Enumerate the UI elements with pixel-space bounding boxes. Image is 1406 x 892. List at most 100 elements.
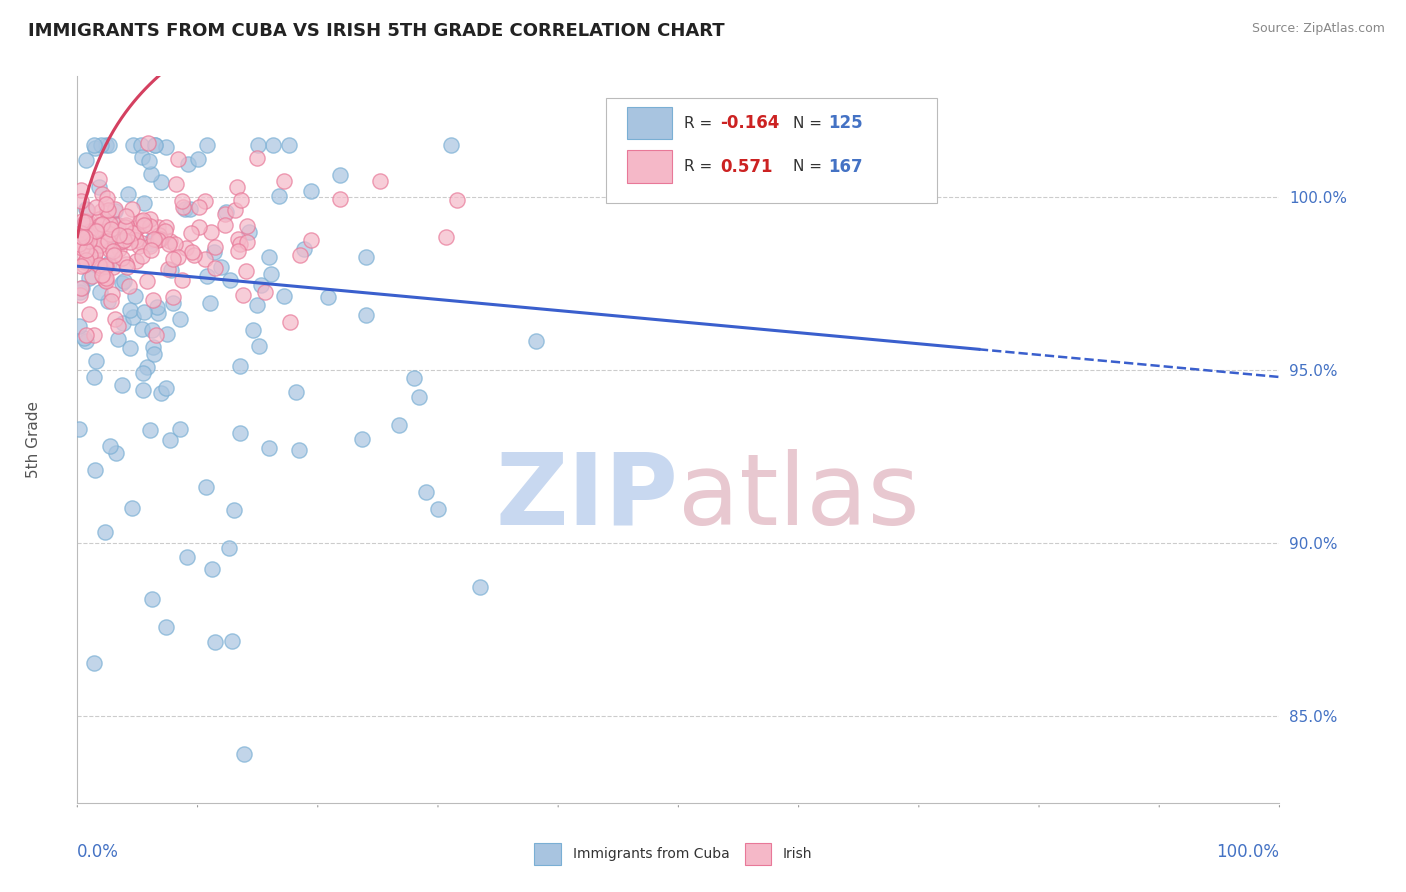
Point (107, 228, 129, 243)
Point (120, 303, 142, 318)
Point (165, 177, 187, 191)
Point (167, 250, 190, 264)
Point (96, 138, 118, 153)
Point (134, 305, 156, 319)
Point (195, 480, 218, 494)
Text: 125: 125 (828, 114, 863, 132)
Point (107, 218, 129, 232)
Point (76, 202, 98, 217)
Point (67, 319, 90, 334)
Point (128, 239, 150, 253)
Point (76, 328, 98, 343)
Point (87, 179, 110, 194)
Point (69, 285, 91, 300)
Point (176, 157, 198, 171)
Text: ZIP: ZIP (495, 449, 679, 546)
Point (114, 219, 136, 234)
Point (73, 331, 96, 345)
Point (146, 219, 169, 234)
Point (115, 257, 138, 271)
Point (127, 220, 149, 235)
Text: Source: ZipAtlas.com: Source: ZipAtlas.com (1251, 22, 1385, 36)
Point (134, 217, 156, 231)
Point (124, 224, 146, 238)
Point (235, 264, 257, 278)
Point (388, 417, 411, 432)
Point (105, 446, 128, 460)
Text: 0.0%: 0.0% (77, 843, 120, 861)
Point (70, 251, 93, 265)
Point (195, 138, 218, 153)
Point (98, 243, 121, 257)
Point (115, 228, 138, 243)
Point (221, 634, 243, 648)
Point (204, 260, 226, 275)
Text: 5th Grade: 5th Grade (27, 401, 41, 478)
Point (209, 260, 232, 275)
Point (77, 228, 100, 243)
Point (90, 217, 112, 231)
Point (90, 268, 112, 282)
Point (167, 152, 190, 166)
Point (91, 186, 114, 201)
Point (260, 267, 283, 281)
Point (112, 233, 135, 247)
Point (180, 245, 202, 260)
Point (155, 140, 177, 154)
Point (172, 273, 194, 287)
Point (82, 244, 104, 258)
Point (73, 227, 96, 241)
Point (83, 245, 105, 260)
Point (139, 219, 162, 233)
Point (84, 256, 107, 270)
Point (93, 235, 115, 249)
Point (90, 261, 112, 276)
Point (77, 215, 100, 229)
Point (84, 463, 107, 477)
Text: N =: N = (793, 116, 827, 130)
Point (162, 252, 184, 267)
Point (138, 236, 160, 251)
Point (79, 224, 101, 238)
Point (278, 138, 301, 153)
Point (135, 274, 157, 288)
Point (141, 323, 163, 337)
Point (94, 272, 117, 286)
Point (96, 259, 118, 273)
Point (242, 323, 264, 337)
Point (159, 234, 181, 248)
Point (247, 339, 270, 353)
Point (83, 246, 105, 260)
Point (89, 219, 111, 233)
Point (73, 258, 96, 272)
Point (470, 580, 492, 594)
Point (148, 232, 170, 246)
Point (115, 218, 138, 232)
Point (96, 270, 118, 285)
Point (89, 285, 111, 299)
Point (408, 390, 430, 404)
Point (131, 236, 153, 251)
Point (143, 347, 166, 361)
Point (97, 202, 120, 217)
Point (222, 503, 245, 517)
Point (231, 193, 253, 207)
Point (215, 205, 238, 219)
Point (132, 218, 155, 232)
Point (107, 332, 129, 346)
Text: atlas: atlas (679, 449, 920, 546)
Point (94, 525, 117, 540)
Point (254, 285, 277, 300)
Point (98, 217, 121, 231)
Point (75, 244, 97, 258)
Point (193, 194, 215, 209)
Point (86, 200, 108, 214)
Point (75, 334, 97, 349)
Point (183, 248, 205, 262)
Point (155, 620, 177, 634)
Point (180, 227, 202, 241)
Point (96, 191, 118, 205)
Point (273, 173, 295, 187)
Point (122, 310, 145, 324)
Point (316, 290, 339, 304)
